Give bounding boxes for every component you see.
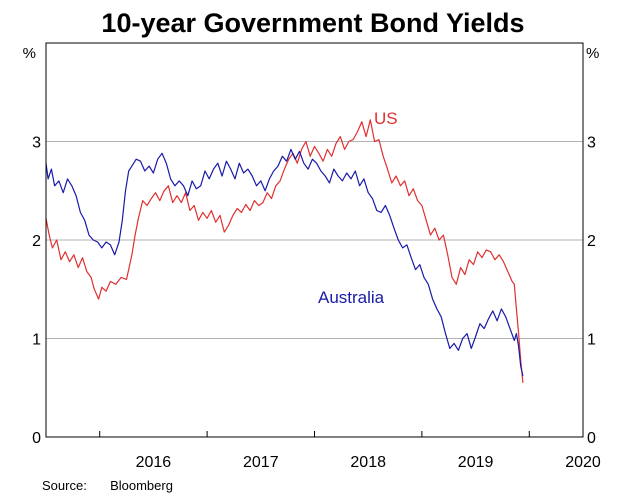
source-value: Bloomberg bbox=[110, 478, 173, 493]
y-tick-right-2: 2 bbox=[587, 233, 596, 250]
series-lines bbox=[45, 119, 524, 383]
y-tick-right-3: 3 bbox=[587, 135, 596, 152]
x-tick-label-2019: 2019 bbox=[458, 454, 494, 471]
y-tick-left-3: 3 bbox=[32, 135, 41, 152]
x-tick-labels: 2016 2017 2018 2019 2020 bbox=[99, 431, 601, 471]
y-tick-right-0: 0 bbox=[587, 430, 596, 447]
y-tick-left-0: 0 bbox=[32, 430, 41, 447]
source-note: Source: Bloomberg bbox=[42, 478, 173, 493]
series-label-us: US bbox=[374, 109, 398, 128]
x-tick-label-2017: 2017 bbox=[243, 454, 279, 471]
series-label-australia: Australia bbox=[318, 288, 385, 307]
x-tick-label-2020: 2020 bbox=[565, 454, 601, 471]
y-tick-right-1: 1 bbox=[587, 332, 596, 349]
series-line-us bbox=[45, 119, 524, 383]
grid-lines bbox=[46, 141, 583, 339]
y-axis-unit-left: % bbox=[23, 45, 36, 62]
x-tick-label-2016: 2016 bbox=[136, 454, 172, 471]
y-tick-left-1: 1 bbox=[32, 332, 41, 349]
y-axis-unit-right: % bbox=[586, 45, 599, 62]
series-line-australia bbox=[45, 148, 524, 377]
source-label: Source: bbox=[42, 478, 87, 493]
x-tick-label-2018: 2018 bbox=[350, 454, 386, 471]
y-tick-left-2: 2 bbox=[32, 233, 41, 250]
y-tick-labels: 0 0 1 1 2 2 3 3 bbox=[32, 135, 596, 448]
chart-title: 10-year Government Bond Yields bbox=[101, 8, 524, 38]
